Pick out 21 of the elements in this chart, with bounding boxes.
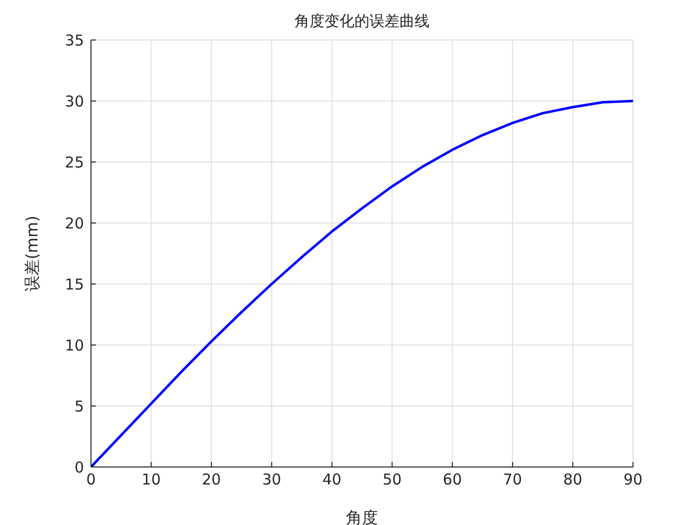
y-tick-label: 5 — [74, 397, 84, 416]
x-tick-label: 90 — [623, 470, 643, 489]
y-tick-label: 30 — [64, 92, 84, 110]
x-tick-label: 70 — [503, 470, 522, 489]
x-tick-label: 10 — [142, 470, 161, 489]
y-tick-label: 0 — [74, 458, 84, 476]
x-tick-label: 50 — [382, 470, 402, 489]
x-axis-title: 角度 — [346, 508, 378, 525]
x-tick-label: 0 — [86, 470, 96, 489]
y-axis-title: 误差(mm) — [22, 216, 42, 292]
y-tick-label: 20 — [64, 214, 84, 232]
chart-title: 角度变化的误差曲线 — [294, 12, 430, 31]
x-tick-label: 40 — [322, 470, 342, 489]
y-tick-label: 25 — [64, 153, 84, 172]
x-tick-label: 30 — [262, 470, 282, 489]
x-tick-label: 80 — [563, 470, 582, 489]
y-tick-label: 15 — [64, 275, 84, 294]
x-tick-label: 20 — [202, 470, 221, 489]
y-tick-label: 35 — [64, 31, 84, 50]
x-tick-label: 60 — [442, 470, 462, 489]
y-tick-label: 10 — [64, 336, 84, 354]
